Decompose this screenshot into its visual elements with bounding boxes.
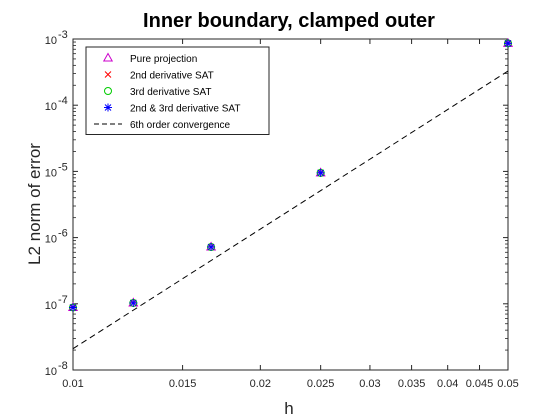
x-tick-label: 0.02	[250, 378, 271, 390]
legend-swatch	[104, 71, 112, 78]
series-4	[72, 70, 509, 350]
legend-label: Pure projection	[130, 54, 197, 65]
x-tick-label: 0.03	[359, 378, 380, 390]
x-tick-label: 0.015	[169, 378, 197, 390]
legend-swatch	[104, 103, 112, 112]
y-tick-exponent: -6	[58, 228, 68, 240]
y-axis: 10-810-710-610-510-410-3	[45, 29, 508, 378]
x-tick-label: 0.045	[466, 378, 494, 390]
legend-item: Pure projection	[102, 52, 197, 65]
x-tick-label: 0.04	[437, 378, 458, 390]
data-point	[316, 168, 325, 177]
legend-label: 3rd derivative SAT	[130, 87, 212, 98]
legend-item: 3rd derivative SAT	[104, 87, 212, 98]
y-axis-label: L2 norm of error	[25, 143, 44, 265]
legend-item: 6th order convergence	[94, 120, 231, 131]
x-tick-label: 0.05	[497, 378, 518, 390]
y-tick-exponent: -5	[58, 161, 68, 173]
x-tick-label: 0.025	[307, 378, 335, 390]
data-point	[129, 298, 138, 307]
y-tick-exponent: -3	[58, 29, 68, 41]
reference-line	[72, 70, 509, 350]
series-layer	[67, 37, 514, 350]
x-axis: 0.01 0.015 0.02 0.025 0.03 0.035 0.04 0.045 0.05	[62, 39, 519, 390]
x-tick-label: 0.01	[62, 378, 83, 390]
y-tick-label: 10	[45, 167, 57, 179]
legend-swatch	[102, 52, 114, 62]
y-tick-label: 10	[45, 101, 57, 113]
y-tick-exponent: -8	[58, 360, 68, 372]
legend: Pure projection 2nd derivative SAT 3rd der…	[85, 46, 270, 135]
legend-item: 2nd derivative SAT	[104, 71, 214, 82]
data-point	[504, 39, 512, 48]
x-tick-label: 0.035	[398, 378, 426, 390]
y-tick-label: 10	[45, 366, 57, 378]
legend-box	[85, 46, 270, 135]
y-tick-exponent: -7	[58, 294, 68, 306]
series-3	[69, 39, 512, 312]
data-point	[207, 243, 216, 252]
y-tick-label: 10	[45, 234, 57, 246]
legend-label: 6th order convergence	[130, 120, 231, 131]
legend-item: 2nd & 3rd derivative SAT	[104, 103, 240, 115]
data-point	[69, 303, 77, 312]
x-axis-label: h	[284, 399, 293, 418]
legend-label: 2nd & 3rd derivative SAT	[130, 104, 240, 115]
legend-label: 2nd derivative SAT	[130, 71, 214, 82]
y-tick-exponent: -4	[58, 95, 68, 107]
y-tick-label: 10	[45, 300, 57, 312]
legend-swatch	[104, 87, 112, 95]
chart-title: Inner boundary, clamped outer	[143, 10, 435, 32]
y-tick-label: 10	[45, 35, 57, 47]
